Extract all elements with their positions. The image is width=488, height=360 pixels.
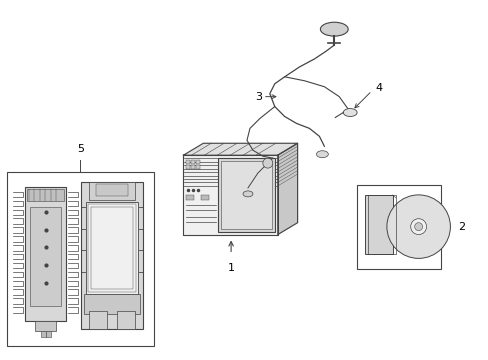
- Bar: [30, 207, 61, 306]
- Circle shape: [263, 158, 272, 168]
- Bar: [191, 160, 195, 164]
- Bar: [81, 182, 142, 329]
- Bar: [96, 184, 128, 196]
- Circle shape: [414, 223, 422, 231]
- Text: 2: 2: [457, 222, 465, 231]
- Polygon shape: [183, 155, 277, 235]
- Text: 4: 4: [374, 83, 381, 93]
- Ellipse shape: [243, 191, 252, 197]
- Bar: [35, 321, 56, 331]
- Circle shape: [410, 219, 426, 235]
- Bar: [84, 294, 140, 314]
- Ellipse shape: [343, 109, 356, 117]
- Bar: [356, 185, 441, 269]
- Bar: [117, 311, 135, 329]
- Bar: [89, 311, 107, 329]
- Bar: [86, 202, 138, 294]
- Bar: [45, 331, 50, 337]
- Bar: [365, 195, 392, 255]
- Bar: [191, 165, 195, 169]
- Ellipse shape: [320, 22, 347, 36]
- Bar: [221, 161, 271, 229]
- Bar: [196, 160, 200, 164]
- Bar: [89, 182, 135, 200]
- Bar: [196, 165, 200, 169]
- Bar: [367, 195, 395, 255]
- Text: 3: 3: [254, 92, 262, 102]
- Ellipse shape: [316, 151, 327, 158]
- Bar: [186, 195, 194, 200]
- Bar: [41, 331, 45, 337]
- Polygon shape: [277, 143, 297, 235]
- Bar: [91, 207, 133, 289]
- Bar: [218, 158, 274, 231]
- Bar: [201, 195, 209, 200]
- Bar: [88, 204, 136, 292]
- Text: 5: 5: [77, 144, 83, 154]
- Circle shape: [386, 195, 449, 258]
- Bar: [7, 172, 153, 346]
- Bar: [186, 160, 190, 164]
- Polygon shape: [183, 143, 297, 155]
- Text: 1: 1: [227, 264, 234, 273]
- Bar: [186, 165, 190, 169]
- Bar: [27, 189, 64, 201]
- Bar: [25, 187, 66, 321]
